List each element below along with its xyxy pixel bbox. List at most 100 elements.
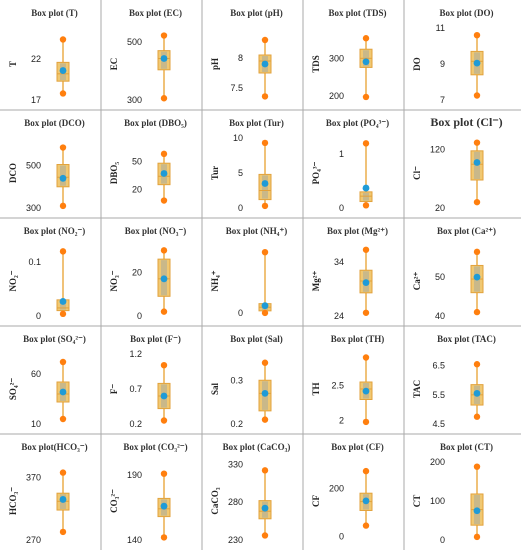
y-axis-label: CT bbox=[412, 495, 422, 508]
boxplot-svg: Box plot (TH) TH 2 2.5 bbox=[311, 334, 384, 426]
boxplot-svg: Box plot (DO) DO 11 9 7 bbox=[412, 8, 494, 105]
mean-point bbox=[160, 502, 168, 510]
y-axis-label: HCO₃⁻ bbox=[8, 487, 18, 515]
y-axis-label: NO₃⁻ bbox=[109, 270, 119, 291]
max-point bbox=[473, 139, 481, 146]
min-point bbox=[59, 202, 67, 210]
y-axis-label: F⁻ bbox=[109, 384, 119, 394]
max-point bbox=[261, 359, 269, 366]
boxplot-panel: Box plot (PO₄³⁻) PO₄³⁻ 1 0 bbox=[303, 110, 404, 218]
y-axis-label: CF bbox=[311, 495, 321, 507]
boxplot-panel: Box plot (NO₂⁻) NO₂⁻ 0.1 0 bbox=[0, 218, 101, 326]
y-tick-label: 7 bbox=[440, 95, 445, 105]
boxplot-svg: Box plot (Cl⁻) Cl⁻ 120 20 bbox=[412, 115, 503, 213]
chart-title: Box plot(HCO₃⁻) bbox=[21, 442, 87, 452]
y-axis-label: T bbox=[8, 61, 18, 67]
y-axis-label: Ca²⁺ bbox=[412, 272, 422, 291]
boxplot-svg: Box plot (T) T 22 17 bbox=[8, 8, 78, 105]
chart-title: Box plot (CaCO₃) bbox=[223, 442, 291, 452]
max-point bbox=[362, 246, 370, 253]
boxplot-panel: Box plot (DCO) DCO 500 300 bbox=[0, 110, 101, 218]
y-axis-label: TDS bbox=[311, 55, 321, 73]
y-axis-label: NH₄⁺ bbox=[210, 270, 220, 291]
y-tick-label: 2 bbox=[339, 416, 344, 426]
boxplot-svg: Box plot (Mg²⁺) Mg²⁺ 34 24 bbox=[311, 226, 388, 321]
y-tick-label: 0 bbox=[137, 311, 142, 321]
min-point bbox=[473, 308, 481, 316]
mean-point bbox=[261, 302, 269, 310]
mean-point bbox=[473, 59, 481, 67]
mean-point bbox=[261, 60, 269, 68]
y-tick-label: 500 bbox=[127, 37, 142, 47]
max-point bbox=[261, 248, 269, 256]
boxplot-svg: Box plot (Sal) Sal 0.3 0.2 bbox=[210, 334, 283, 429]
boxplot-panel: Box plot (TH) TH 2 2.5 bbox=[303, 326, 404, 434]
boxplot-svg: Box plot (TDS) TDS 300 200 bbox=[311, 8, 387, 101]
boxplot-svg: Box plot (Tur) Tur 10 5 0 bbox=[210, 118, 284, 213]
y-tick-label: 0 bbox=[339, 531, 344, 541]
y-tick-label: 200 bbox=[430, 457, 445, 467]
mean-point bbox=[59, 174, 67, 182]
boxplot-svg: Box plot (CT) CT 200 100 0 bbox=[412, 442, 493, 545]
y-tick-label: 1.2 bbox=[129, 349, 142, 359]
chart-title: Box plot (SO₄²⁻) bbox=[23, 334, 86, 344]
chart-title: Box plot (CF) bbox=[331, 442, 384, 452]
chart-title: Box plot (EC) bbox=[129, 8, 182, 18]
chart-title: Box plot (NH₄⁺) bbox=[226, 226, 287, 236]
min-point bbox=[160, 308, 168, 315]
y-tick-label: 2.5 bbox=[331, 381, 344, 391]
mean-point bbox=[362, 58, 370, 66]
y-axis-label: PO₄³⁻ bbox=[311, 161, 321, 184]
min-point bbox=[261, 93, 269, 100]
chart-title: Box plot (pH) bbox=[230, 8, 283, 18]
y-tick-label: 0 bbox=[440, 535, 445, 545]
boxplot-panel: Box plot (CO₃²⁻) CO₃²⁻ 190 140 bbox=[101, 434, 202, 550]
y-tick-label: 330 bbox=[228, 459, 243, 469]
min-point bbox=[160, 197, 168, 204]
min-point bbox=[473, 198, 481, 206]
boxplot-panel: Box plot(HCO₃⁻) HCO₃⁻ 370 270 bbox=[0, 434, 101, 550]
y-tick-label: 5.5 bbox=[432, 390, 445, 400]
boxplot-svg: Box plot (NO₂⁻) NO₂⁻ 0.1 0 bbox=[8, 226, 85, 321]
chart-title: Box plot (CT) bbox=[440, 442, 493, 452]
max-point bbox=[160, 470, 168, 477]
chart-title: Box plot (Ca²⁺) bbox=[437, 226, 496, 236]
chart-title: Box plot (F⁻) bbox=[130, 334, 181, 344]
boxplot-panel: Box plot (Tur) Tur 10 5 0 bbox=[202, 110, 303, 218]
y-tick-label: 100 bbox=[430, 496, 445, 506]
y-tick-label: 280 bbox=[228, 497, 243, 507]
min-point bbox=[261, 416, 269, 423]
boxplot-panel: Box plot (Mg²⁺) Mg²⁺ 34 24 bbox=[303, 218, 404, 326]
boxplot-svg: Box plot (SO₄²⁻) SO₄²⁻ 60 10 bbox=[8, 334, 86, 429]
y-tick-label: 140 bbox=[127, 535, 142, 545]
y-tick-label: 300 bbox=[329, 53, 344, 63]
mean-point bbox=[59, 496, 67, 503]
boxplot-panel: Box plot (CaCO₃) CaCO₃ 330 280 230 bbox=[202, 434, 303, 550]
y-tick-label: 1 bbox=[339, 149, 344, 159]
max-point bbox=[362, 354, 370, 361]
y-tick-label: 4.5 bbox=[432, 419, 445, 429]
y-tick-label: 50 bbox=[132, 156, 142, 166]
chart-title: Box plot (DO) bbox=[440, 8, 494, 18]
boxplot-svg: Box plot (Ca²⁺) Ca²⁺ 50 40 bbox=[412, 226, 496, 321]
y-axis-label: CaCO₃ bbox=[210, 487, 220, 514]
y-tick-label: 40 bbox=[435, 311, 445, 321]
y-tick-label: 190 bbox=[127, 470, 142, 480]
y-tick-label: 34 bbox=[334, 257, 344, 267]
y-tick-label: 0.3 bbox=[230, 375, 243, 385]
y-tick-label: 0.7 bbox=[129, 384, 142, 394]
min-point bbox=[473, 413, 481, 420]
y-tick-label: 0 bbox=[238, 203, 243, 213]
boxplot-panel: Box plot (SO₄²⁻) SO₄²⁻ 60 10 bbox=[0, 326, 101, 434]
min-point bbox=[261, 309, 269, 317]
y-axis-label: NO₂⁻ bbox=[8, 270, 18, 291]
y-tick-label: 11 bbox=[436, 23, 445, 33]
max-point bbox=[160, 150, 168, 158]
mean-point bbox=[473, 273, 481, 281]
mean-point bbox=[160, 392, 168, 400]
boxplot-panel: Box plot (CT) CT 200 100 0 bbox=[404, 434, 521, 550]
min-point bbox=[473, 533, 481, 541]
chart-title: Box plot (TAC) bbox=[437, 334, 496, 344]
boxplot-svg: Box plot (pH) pH 8 7.5 bbox=[210, 8, 283, 100]
mean-point bbox=[59, 388, 67, 396]
